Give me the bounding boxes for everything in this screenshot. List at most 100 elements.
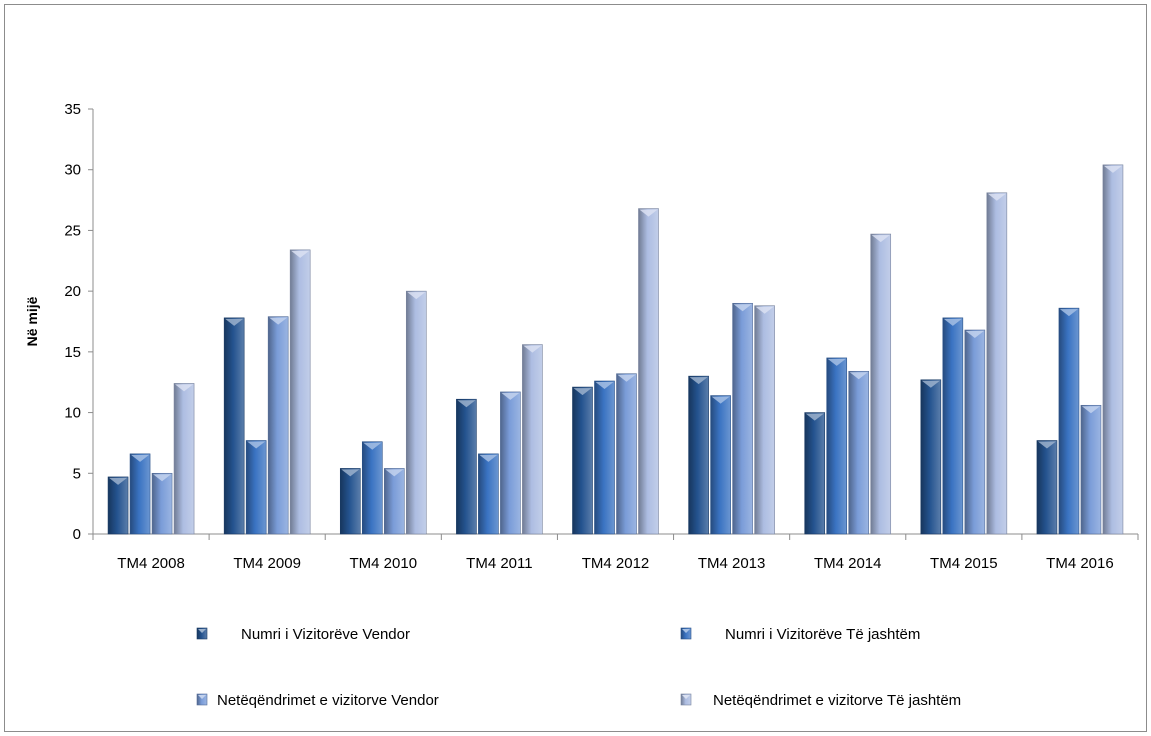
bar-cap bbox=[573, 388, 592, 396]
bar bbox=[964, 329, 986, 535]
bar bbox=[478, 453, 499, 535]
bar bbox=[870, 233, 892, 535]
bar-cap bbox=[153, 474, 172, 482]
bar-cap bbox=[175, 384, 194, 392]
bar-cap bbox=[269, 317, 288, 325]
legend-label: Netëqëndrimet e vizitorve Të jashtëm bbox=[713, 692, 961, 709]
x-tick-label: TM4 2009 bbox=[233, 555, 301, 572]
bar-cap bbox=[1037, 441, 1056, 449]
legend-swatch-cap bbox=[682, 629, 690, 633]
bar-cap bbox=[131, 454, 150, 462]
axes: 0 5 10 15 20 25 30 35 TM4 2008 TM4 2009 TM4 2010 TM… bbox=[64, 101, 1139, 572]
y-tick-label: 5 bbox=[73, 465, 81, 482]
bar bbox=[173, 383, 195, 535]
y-axis-label: Në mijë bbox=[24, 296, 40, 346]
bar bbox=[267, 316, 289, 535]
bar-cap bbox=[1103, 165, 1122, 173]
bar bbox=[638, 208, 659, 535]
legend-swatch bbox=[680, 693, 692, 706]
bar-cap bbox=[1081, 406, 1100, 414]
legend-swatch bbox=[680, 627, 692, 640]
bar bbox=[986, 192, 1008, 535]
x-tick-label: TM4 2010 bbox=[350, 555, 418, 572]
y-tick-label: 15 bbox=[64, 344, 81, 361]
legend: Numri i Vizitorëve Vendor Numri i Vizitor… bbox=[196, 626, 961, 709]
x-tick-label: TM4 2016 bbox=[1046, 555, 1114, 572]
x-tick-label: TM4 2008 bbox=[117, 555, 185, 572]
y-tick-label: 30 bbox=[64, 162, 81, 179]
bar-chart: Në mijë 0 5 10 15 20 25 30 35 TM4 2008 TM4 2009 TM… bbox=[24, 101, 1139, 709]
bar bbox=[405, 290, 427, 535]
bar-cap bbox=[225, 318, 244, 326]
legend-swatch-cap bbox=[682, 695, 690, 699]
bars bbox=[107, 164, 1124, 535]
bar-cap bbox=[109, 477, 128, 485]
y-axis-label-group: Në mijë bbox=[24, 296, 40, 346]
legend-swatch-cap bbox=[198, 629, 206, 633]
bar bbox=[572, 386, 593, 535]
bar bbox=[754, 305, 775, 535]
bar bbox=[804, 412, 826, 535]
bar bbox=[732, 302, 753, 535]
bar-cap bbox=[943, 318, 962, 326]
bar bbox=[289, 249, 311, 535]
bar bbox=[245, 440, 267, 535]
legend-swatch bbox=[196, 627, 208, 640]
bar bbox=[500, 391, 521, 535]
bar-cap bbox=[501, 392, 520, 400]
bar bbox=[107, 476, 129, 535]
y-tick-label: 20 bbox=[64, 283, 81, 300]
bar-cap bbox=[457, 400, 476, 408]
legend-label: Netëqëndrimet e vizitorve Vendor bbox=[217, 692, 439, 709]
bar-cap bbox=[617, 374, 636, 382]
legend-item: Numri i Vizitorëve Vendor bbox=[196, 626, 410, 643]
bar-cap bbox=[711, 396, 730, 404]
y-tick-label: 25 bbox=[64, 222, 81, 239]
bar bbox=[616, 373, 637, 535]
bar-cap bbox=[479, 454, 498, 462]
x-tick-label: TM4 2012 bbox=[582, 555, 650, 572]
x-tick-label: TM4 2015 bbox=[930, 555, 998, 572]
bar bbox=[1058, 307, 1080, 535]
bar bbox=[339, 468, 361, 535]
chart-frame: Në mijë 0 5 10 15 20 25 30 35 TM4 2008 TM4 2009 TM… bbox=[4, 4, 1147, 732]
bar-cap bbox=[639, 209, 658, 217]
bar bbox=[129, 453, 151, 535]
bar-cap bbox=[965, 331, 984, 338]
bar-cap bbox=[523, 345, 542, 353]
bar-cap bbox=[689, 377, 708, 385]
legend-item: Numri i Vizitorëve Të jashtëm bbox=[680, 626, 920, 643]
bar-cap bbox=[827, 358, 846, 366]
bar-cap bbox=[385, 469, 404, 477]
bar-cap bbox=[595, 382, 614, 389]
bar-cap bbox=[805, 413, 824, 421]
bar bbox=[710, 395, 731, 535]
x-tick-label: TM4 2014 bbox=[814, 555, 882, 572]
y-tick-label: 10 bbox=[64, 405, 81, 422]
legend-label: Numri i Vizitorëve Vendor bbox=[241, 626, 410, 643]
bar bbox=[522, 344, 543, 535]
bar bbox=[826, 357, 848, 535]
legend-swatch bbox=[196, 693, 208, 706]
bar bbox=[594, 380, 615, 535]
bar bbox=[151, 472, 173, 535]
bar bbox=[223, 317, 245, 535]
y-tick-label: 0 bbox=[73, 526, 81, 543]
bar bbox=[688, 375, 709, 535]
bar-cap bbox=[341, 469, 360, 477]
bar bbox=[920, 379, 942, 535]
bar-cap bbox=[733, 304, 752, 312]
bar bbox=[848, 370, 870, 535]
x-tick-label: TM4 2013 bbox=[698, 555, 766, 572]
x-tick-label: TM4 2011 bbox=[466, 555, 532, 572]
bar bbox=[1036, 440, 1058, 535]
bar-cap bbox=[1059, 309, 1078, 317]
bar-cap bbox=[291, 250, 310, 258]
legend-swatch-cap bbox=[198, 695, 206, 699]
bar bbox=[1102, 164, 1124, 535]
y-tick-label: 35 bbox=[64, 101, 81, 118]
bar bbox=[942, 317, 964, 535]
bar bbox=[383, 468, 405, 535]
legend-item: Netëqëndrimet e vizitorve Të jashtëm bbox=[680, 692, 961, 709]
bar-cap bbox=[987, 193, 1006, 201]
